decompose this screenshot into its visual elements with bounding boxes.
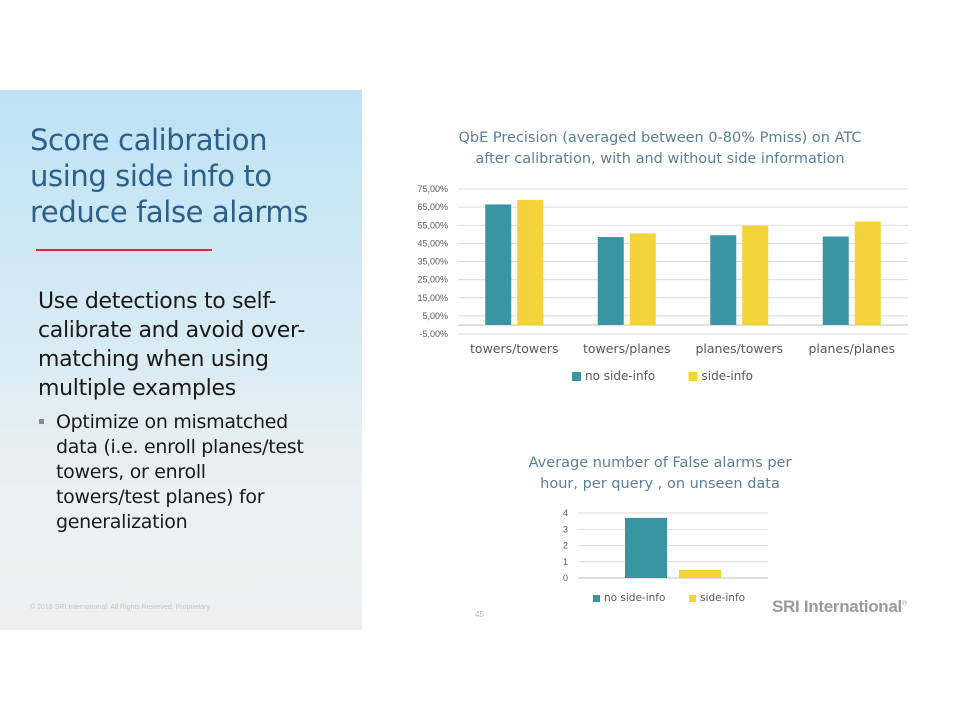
legend-label: side-info: [702, 369, 753, 383]
legend-swatch-icon: [572, 372, 581, 381]
body-line: matching when using: [38, 347, 269, 372]
sri-logo: SRI International®: [772, 597, 907, 617]
y-tick-label: 35,00%: [417, 257, 448, 267]
bullet-line: data (i.e. enroll planes/test: [56, 436, 304, 458]
chart-title-line: hour, per query , on unseen data: [540, 476, 780, 492]
category-label: towers/planes: [583, 341, 671, 356]
y-tick-label: 3: [563, 524, 568, 534]
bullet-item: Optimize on mismatched data (i.e. enroll…: [56, 410, 356, 535]
bar-no-side-info: [597, 237, 624, 325]
category-label: towers/towers: [470, 341, 558, 356]
copyright-notice: © 2018 SRI International. All Rights Res…: [30, 604, 210, 611]
chart-legend: no side-info side-info: [593, 592, 745, 604]
bar-no-side-info: [485, 204, 512, 325]
false-alarm-bar-chart: 4 3 2 1 0 no side-info side-info: [563, 508, 768, 604]
body-paragraph: Use detections to self- calibrate and av…: [38, 287, 358, 403]
legend-label: side-info: [700, 592, 745, 604]
bar-no-side-info: [822, 236, 849, 325]
bar-no-side-info: [625, 517, 667, 578]
precision-bar-chart: 75,00% 65,00% 55,00% 45,00% 35,00% 25,00% 15,0…: [417, 184, 908, 383]
y-tick-label: 4: [563, 508, 568, 518]
registered-mark: ®: [901, 600, 907, 608]
title-underline: [36, 249, 212, 251]
false-alarm-chart-title: Average number of False alarms per hour,…: [505, 453, 815, 495]
category-label: planes/planes: [808, 341, 895, 356]
body-line: Use detections to self-: [38, 289, 277, 314]
bar-side-info: [679, 569, 721, 578]
chart-legend: no side-info side-info: [572, 369, 753, 383]
y-tick-label: 45,00%: [417, 238, 448, 248]
y-tick-label: 2: [563, 541, 568, 551]
category-label: planes/towers: [695, 341, 783, 356]
logo-text: SRI International: [772, 597, 902, 616]
bullet-marker-icon: [39, 419, 44, 424]
bar-side-info: [854, 221, 881, 325]
legend-label: no side-info: [604, 592, 665, 604]
slide-title: Score calibration using side info to red…: [30, 122, 350, 230]
y-tick-label: 55,00%: [417, 220, 448, 230]
chart-title-line: QbE Precision (averaged between 0-80% Pm…: [458, 130, 862, 146]
bullet-line: Optimize on mismatched: [56, 411, 288, 433]
y-tick-label: 1: [563, 557, 568, 567]
text-panel: [0, 90, 362, 630]
bullet-line: towers, or enroll: [56, 461, 206, 483]
bullet-line: generalization: [56, 511, 188, 533]
slide-title-line: Score calibration: [30, 123, 268, 157]
body-line: calibrate and avoid over-: [38, 318, 305, 343]
bullet-line: towers/test planes) for: [56, 486, 265, 508]
page-number: 45: [475, 610, 484, 619]
bar-side-info: [629, 233, 656, 325]
legend-label: no side-info: [585, 369, 655, 383]
y-tick-label: 5,00%: [422, 311, 448, 321]
y-tick-label: -5,00%: [419, 329, 448, 339]
chart-title-line: Average number of False alarms per: [528, 455, 792, 471]
slide-title-line: using side info to: [30, 159, 272, 193]
y-tick-label: 75,00%: [417, 184, 448, 194]
body-line: multiple examples: [38, 376, 236, 401]
legend-swatch-icon: [593, 595, 600, 602]
bar-side-info: [742, 225, 769, 325]
y-tick-label: 25,00%: [417, 275, 448, 285]
y-tick-label: 15,00%: [417, 293, 448, 303]
precision-chart-title: QbE Precision (averaged between 0-80% Pm…: [410, 128, 910, 170]
bar-no-side-info: [710, 235, 737, 325]
y-tick-label: 65,00%: [417, 202, 448, 212]
chart-title-line: after calibration, with and without side…: [475, 151, 845, 167]
y-tick-label: 0: [563, 573, 568, 583]
legend-swatch-icon: [688, 372, 698, 381]
bar-side-info: [517, 199, 544, 325]
slide-title-line: reduce false alarms: [30, 195, 308, 229]
legend-swatch-icon: [689, 595, 697, 602]
